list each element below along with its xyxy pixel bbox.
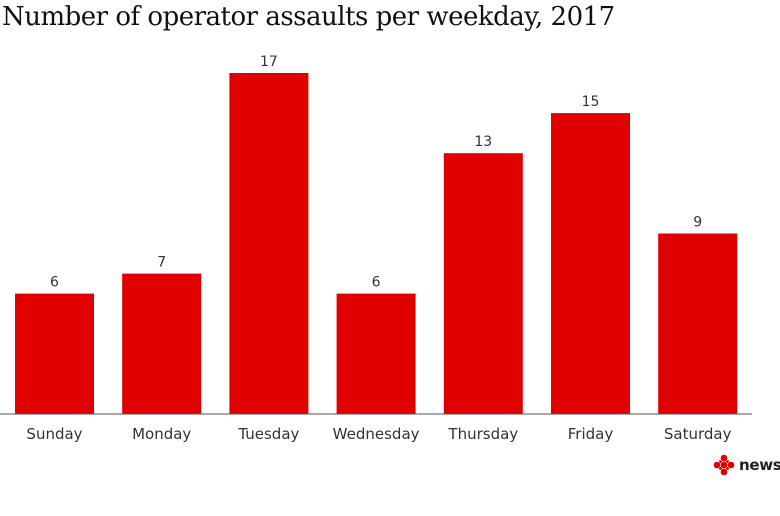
cbc-gem-icon [713, 454, 735, 476]
value-label-sunday: 6 [50, 275, 59, 291]
x-tick-label-thursday: Thursday [447, 425, 518, 443]
bar-thursday [443, 153, 523, 414]
bar-saturday [658, 233, 738, 414]
x-tick-label-wednesday: Wednesday [333, 425, 420, 443]
bar-tuesday [229, 73, 309, 414]
x-tick-label-saturday: Saturday [664, 425, 732, 443]
x-tick-label-monday: Monday [132, 425, 191, 443]
value-label-thursday: 13 [474, 134, 492, 150]
bars-group [15, 73, 738, 414]
bar-wednesday [336, 293, 416, 414]
x-tick-label-tuesday: Tuesday [237, 425, 299, 443]
x-tick-labels-group: Sunday Monday Tuesday Wednesday Thursday Frid… [26, 425, 731, 443]
cbc-news-logo: news [712, 454, 780, 476]
chart-title: Number of operator assaults per weekday,… [2, 2, 615, 32]
value-label-friday: 15 [582, 94, 600, 110]
value-labels-group: 6 7 17 6 13 15 9 [50, 54, 702, 291]
logo-text: news [739, 456, 780, 474]
bar-monday [122, 273, 202, 414]
bar-sunday [15, 293, 94, 414]
value-label-wednesday: 6 [372, 275, 381, 291]
value-label-tuesday: 17 [260, 54, 278, 70]
value-label-saturday: 9 [693, 215, 702, 231]
x-tick-label-friday: Friday [568, 425, 614, 443]
value-label-monday: 7 [157, 255, 166, 271]
bar-friday [551, 113, 630, 414]
x-tick-label-sunday: Sunday [26, 425, 82, 443]
